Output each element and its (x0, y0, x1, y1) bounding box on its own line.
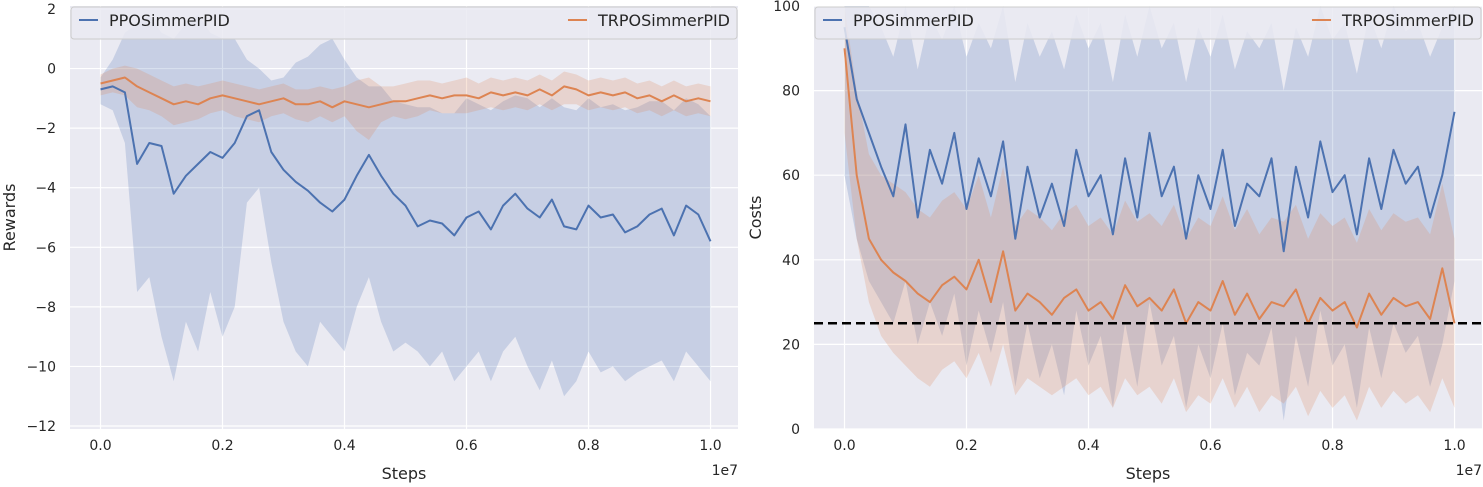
y-tick-label: −2 (35, 121, 56, 137)
y-tick-label: 80 (782, 84, 800, 100)
confidence-band (844, 6, 1455, 421)
x-tick-label: 0.8 (577, 438, 599, 454)
plot-area (814, 6, 1482, 429)
confidence-band (844, 6, 1455, 421)
y-tick-label: 0 (47, 62, 56, 78)
x-tick-label: 0.8 (1321, 438, 1343, 454)
x-tick-label: 1.0 (1443, 438, 1465, 454)
data-layer (843, 6, 1456, 421)
chart-panel: 0.0 0.2 0.4 0.6 0.8 1.0 0 20 40 60 80 100 Steps Costs… (746, 0, 1482, 483)
legend-label: PPOSimmerPID (109, 11, 230, 30)
x-tick-label: 0.4 (1077, 438, 1099, 454)
y-tick-label: 0 (791, 422, 800, 438)
x-axis-label: Steps (382, 464, 427, 483)
x-offset-label: 1e7 (712, 463, 738, 479)
series-line (100, 85, 712, 242)
legend-label: TRPOSimmerPID (597, 11, 730, 30)
x-tick-label: 0.4 (333, 438, 355, 454)
y-tick-label: −4 (35, 181, 56, 197)
legend: PPOSimmerPID TRPOSimmerPID (814, 6, 1482, 40)
x-tick-label: 0.2 (955, 438, 977, 454)
y-tick-label: −6 (35, 240, 56, 256)
y-axis-label: Rewards (0, 184, 19, 252)
y-tick-label: 100 (773, 0, 800, 15)
y-tick-label: −12 (26, 419, 56, 435)
x-tick-label: 0.0 (89, 438, 111, 454)
y-tick-label: 40 (782, 253, 800, 269)
y-tick-label: −10 (26, 359, 56, 375)
confidence-band (100, 65, 711, 140)
x-offset-label: 1e7 (1456, 463, 1482, 479)
x-tick-label: 0.6 (455, 438, 477, 454)
legend-box (814, 6, 1482, 40)
x-tick-label: 0.6 (1199, 438, 1221, 454)
y-tick-label: 20 (782, 337, 800, 353)
x-tick-label: 0.2 (211, 438, 233, 454)
data-layer (100, 14, 712, 397)
chart-panel: 0.0 0.2 0.4 0.6 0.8 1.0 2 0 −2 −4 −6 −8 −10 −12 Steps R… (0, 2, 738, 483)
y-tick-label: 60 (782, 168, 800, 184)
x-axis-label: Steps (1126, 464, 1171, 483)
legend-label: PPOSimmerPID (853, 11, 974, 30)
series-line (100, 76, 711, 109)
x-tick-label: 1.0 (699, 438, 721, 454)
legend-label: TRPOSimmerPID (1341, 11, 1474, 30)
y-tick-label: −8 (35, 300, 56, 316)
series-line (843, 27, 1456, 253)
y-tick-label: 2 (47, 2, 56, 18)
legend: PPOSimmerPID TRPOSimmerPID (70, 6, 738, 40)
series-line (843, 48, 1456, 329)
legend-box (70, 6, 738, 40)
y-axis-label: Costs (746, 196, 765, 240)
x-tick-label: 0.0 (833, 438, 855, 454)
plot-area (70, 6, 738, 429)
